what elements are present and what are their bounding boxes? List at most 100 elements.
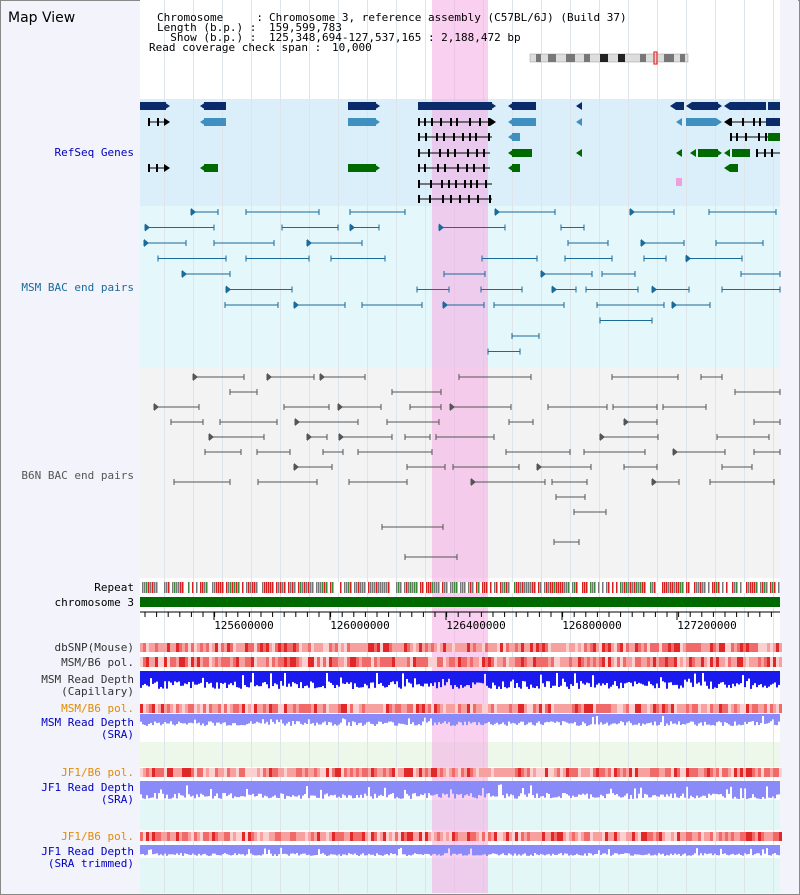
- polymorphism-cell: [164, 704, 167, 713]
- read-depth-bar: [412, 781, 414, 794]
- read-depth-bar: [250, 671, 252, 683]
- read-depth-bar: [734, 671, 736, 687]
- polymorphism-cell: [140, 704, 143, 713]
- bac-end-arrow: [193, 373, 198, 381]
- polymorphism-cell: [551, 643, 554, 652]
- read-depth-bar: [310, 845, 312, 856]
- b6n-bac-track[interactable]: [153, 373, 781, 560]
- length-key: Length (b.p.) :: [157, 21, 257, 34]
- repeat-element: [462, 582, 464, 593]
- read-depth-bar: [654, 714, 656, 722]
- polymorphism-cell: [578, 643, 581, 652]
- read-depth-bar: [406, 845, 408, 856]
- read-depth-bar: [266, 671, 268, 685]
- read-depth-bar: [714, 714, 716, 726]
- polymorphism-cell: [203, 704, 206, 713]
- refseq-label[interactable]: RefSeq Genes: [54, 146, 134, 159]
- chromosome-ideogram[interactable]: [529, 51, 689, 65]
- polymorphism-cell: [428, 657, 431, 667]
- read-depth-bar: [300, 781, 302, 799]
- polymorphism-cell: [383, 643, 386, 652]
- polymorphism-cell: [569, 832, 572, 841]
- polymorphism-cell: [686, 643, 689, 652]
- polymorphism-cell: [341, 643, 344, 652]
- ideogram-band: [584, 54, 590, 62]
- repeat-element: [188, 582, 190, 593]
- polymorphism-cell: [356, 643, 359, 652]
- polymorphism-cell: [677, 704, 680, 713]
- read-depth-bar: [526, 845, 528, 856]
- read-depth-bar: [174, 671, 176, 682]
- msm-bac-track[interactable]: [143, 208, 781, 355]
- polymorphism-cell: [140, 643, 143, 652]
- polymorphism-cell: [368, 704, 371, 713]
- polymorphism-cell: [152, 704, 155, 713]
- polymorphism-cell: [419, 657, 422, 667]
- refseq-genes-track[interactable]: [140, 102, 780, 203]
- polymorphism-cell: [617, 768, 620, 777]
- repeat-element: [748, 582, 750, 593]
- read-depth-bar: [758, 845, 760, 854]
- repeat-element: [496, 582, 498, 593]
- chromosome-key: Chromosome :: [157, 11, 263, 24]
- polymorphism-cell: [230, 768, 233, 777]
- polymorphism-cell: [701, 832, 704, 841]
- polymorphism-cell: [290, 704, 293, 713]
- gene-exon: [431, 118, 433, 126]
- polymorphism-cell: [251, 704, 254, 713]
- read-depth-bar: [640, 714, 642, 726]
- polymorphism-cell: [776, 657, 779, 667]
- read-depth-bar: [590, 671, 592, 687]
- polymorphism-cell: [470, 704, 473, 713]
- polymorphism-cell: [212, 768, 215, 777]
- polymorphism-cell: [494, 832, 497, 841]
- read-depth-bar: [676, 781, 678, 798]
- read-depth-bar: [568, 845, 570, 856]
- read-depth-bar: [440, 671, 442, 688]
- read-depth-bar: [640, 781, 642, 788]
- polymorphism-cell: [161, 643, 164, 652]
- b6n-bac-label[interactable]: B6N BAC end pairs: [21, 469, 134, 482]
- polymorphism-cell: [392, 704, 395, 713]
- polymorphism-cell: [365, 832, 368, 841]
- polymorphism-cell: [500, 657, 503, 667]
- polymorphism-cell: [704, 643, 707, 652]
- read-depth-bar: [578, 845, 580, 855]
- polymorphism-cell: [737, 832, 740, 841]
- read-depth-bar: [158, 845, 160, 856]
- read-depth-bar: [458, 671, 460, 689]
- polymorphism-cell: [563, 768, 566, 777]
- read-depth-bar: [744, 714, 746, 722]
- gene-strand-arrow: [576, 118, 582, 126]
- read-depth-bar: [252, 671, 254, 673]
- polymorphism-cell: [221, 832, 224, 841]
- msm-bac-label[interactable]: MSM BAC end pairs: [21, 281, 134, 294]
- polymorphism-cell: [209, 657, 212, 667]
- length-value: 159,599,783: [269, 21, 342, 34]
- read-depth-bar: [342, 845, 344, 855]
- read-depth-bar: [666, 671, 668, 689]
- polymorphism-cell: [176, 768, 179, 777]
- highlight-region[interactable]: [432, 0, 488, 893]
- read-depth-bar: [768, 714, 770, 723]
- polymorphism-cell: [662, 768, 665, 777]
- polymorphism-cell: [155, 643, 158, 652]
- read-depth-bar: [744, 671, 746, 688]
- jf1-depth-sra-label-1: JF1 Read Depth: [41, 781, 134, 794]
- polymorphism-cell: [518, 643, 521, 652]
- read-depth-bar: [438, 781, 440, 798]
- read-depth-bar: [220, 671, 222, 683]
- read-depth-bar: [716, 781, 718, 795]
- polymorphism-cell: [467, 768, 470, 777]
- read-depth-bar: [616, 845, 618, 854]
- polymorphism-cell: [572, 643, 575, 652]
- polymorphism-cell: [404, 832, 407, 841]
- read-depth-bar: [192, 671, 194, 682]
- read-depth-bar: [438, 845, 440, 855]
- repeat-element: [664, 582, 666, 593]
- grid-line: [657, 0, 658, 893]
- read-depth-bar: [488, 671, 490, 688]
- read-depth-bar: [202, 714, 204, 724]
- repeat-element: [674, 582, 676, 593]
